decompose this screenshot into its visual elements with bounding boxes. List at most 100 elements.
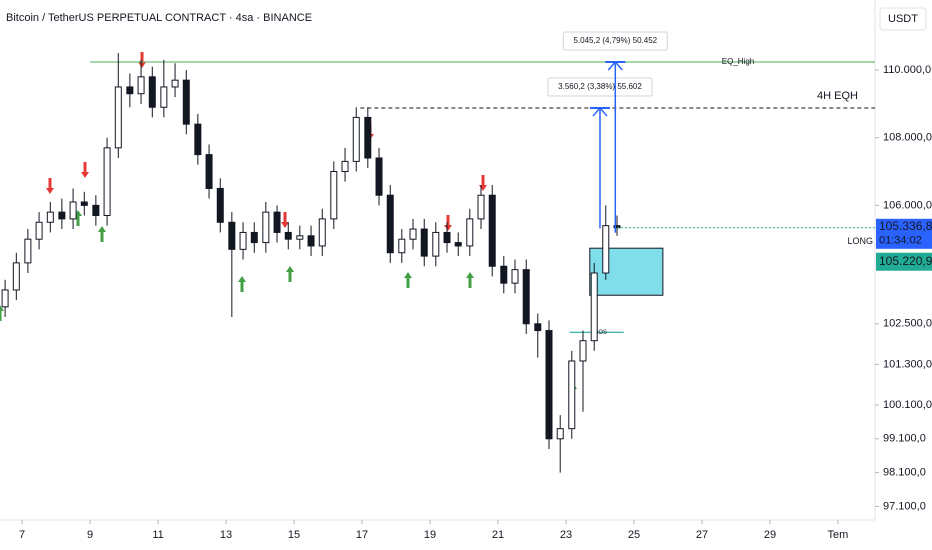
- candle-body: [398, 238, 406, 254]
- candle-body: [103, 147, 111, 217]
- candle-body: [477, 194, 485, 220]
- candle-body: [364, 116, 372, 159]
- entry-text: LONG: [847, 236, 873, 246]
- candle-body: [262, 211, 270, 244]
- candle-body: [386, 194, 394, 254]
- candle-body: [148, 76, 156, 108]
- sell-arrow: [479, 175, 487, 191]
- currency-button[interactable]: [879, 7, 927, 31]
- candle-body: [205, 154, 213, 189]
- buy-arrow: [238, 276, 246, 292]
- x-tick-label: 7: [19, 529, 25, 541]
- candle-body: [24, 238, 32, 264]
- candle-body: [352, 116, 360, 162]
- measure-box: [562, 31, 668, 51]
- x-tick-label: 27: [696, 529, 708, 541]
- bos-label: BOS: [594, 330, 607, 336]
- x-tick-label: 21: [492, 529, 504, 541]
- x-tick-label: 13: [220, 529, 232, 541]
- y-tick-label: 97.100,0: [883, 500, 926, 512]
- y-tick-label: 110.000,0: [883, 64, 931, 76]
- last-price-label: 105.336,8: [879, 219, 932, 233]
- sell-arrow: [138, 52, 146, 68]
- candle-body: [92, 204, 100, 217]
- sell-arrow: [81, 162, 89, 178]
- candle-body: [534, 323, 542, 332]
- x-tick-label: Tem: [828, 529, 849, 541]
- candle-body: [330, 171, 338, 220]
- y-tick-label: 98.100,0: [883, 467, 926, 479]
- x-tick-label: 25: [628, 529, 640, 541]
- countdown-label: 01:34:02: [879, 235, 922, 247]
- candle-body: [556, 428, 564, 440]
- candle-body: [182, 79, 190, 125]
- buy-arrow: [286, 266, 294, 282]
- buy-arrow: [0, 305, 4, 321]
- candle-body: [35, 221, 43, 240]
- y-tick-label: 106.000,0: [883, 199, 932, 211]
- candle-body: [511, 269, 519, 284]
- sell-arrow: [46, 178, 54, 194]
- candle-body: [579, 340, 587, 362]
- sell-arrow: [444, 215, 452, 231]
- candle-body: [568, 360, 576, 430]
- candle-body: [409, 228, 417, 240]
- x-tick-label: 29: [764, 529, 776, 541]
- candle-body: [443, 231, 451, 244]
- candle-body: [160, 86, 168, 108]
- candle-body: [500, 265, 508, 284]
- candle-body: [69, 201, 77, 220]
- candle-body: [58, 211, 66, 220]
- candle-body: [194, 123, 202, 156]
- candle-body: [273, 211, 281, 233]
- entry-tag: [876, 252, 932, 271]
- measure-label: 3.560,2 (3,38%) 55.602: [558, 82, 642, 91]
- candle-body: [80, 201, 88, 206]
- candle-body: [522, 269, 530, 325]
- candle-body: [318, 218, 326, 247]
- buy-arrow: [404, 272, 412, 288]
- x-tick-label: 9: [87, 529, 93, 541]
- candle-body: [488, 194, 496, 267]
- candle-body: [307, 235, 315, 247]
- y-tick-label: 102.500,0: [883, 318, 932, 330]
- candle-body: [46, 211, 54, 223]
- candle-body: [114, 86, 122, 149]
- candle-body: [1, 289, 9, 308]
- candle-body: [466, 218, 474, 247]
- y-tick-label: 100.100,0: [883, 399, 932, 411]
- x-tick-label: 15: [288, 529, 300, 541]
- currency-label[interactable]: USDT: [888, 13, 918, 25]
- measure-label: 5.045,2 (4,79%) 50.452: [573, 36, 657, 45]
- candle-body: [126, 86, 134, 95]
- y-tick-label: 108.000,0: [883, 132, 932, 144]
- price-axis-bg: [875, 0, 932, 550]
- buy-arrow: [466, 272, 474, 288]
- candle-body: [432, 231, 440, 257]
- entry-label: 105.220,9: [879, 254, 932, 268]
- candle-body: [341, 160, 349, 173]
- x-tick-label: 17: [356, 529, 368, 541]
- candle-body: [284, 231, 292, 240]
- demand-zone: [589, 247, 664, 296]
- y-tick-label: 101.300,0: [883, 358, 932, 370]
- y-tick-label: 99.100,0: [883, 433, 926, 445]
- candle-body: [216, 187, 224, 223]
- candle-body: [375, 157, 383, 196]
- x-tick-label: 19: [424, 529, 436, 541]
- candle-body: [12, 262, 20, 291]
- candle-body: [296, 235, 304, 240]
- candle-body: [137, 76, 145, 95]
- chart-title: Bitcoin / TetherUS PERPETUAL CONTRACT · …: [6, 12, 312, 24]
- candle-body: [250, 231, 258, 244]
- level-label: EQ_High: [722, 57, 754, 66]
- candle-body: [228, 221, 236, 250]
- level-label: 4H EQH: [817, 90, 858, 102]
- x-tick-label: 11: [152, 529, 163, 541]
- candle-body: [545, 330, 553, 440]
- candle-body: [590, 272, 598, 342]
- candle-body: [602, 225, 610, 274]
- candle-body: [239, 231, 247, 250]
- candle-body: [420, 228, 428, 257]
